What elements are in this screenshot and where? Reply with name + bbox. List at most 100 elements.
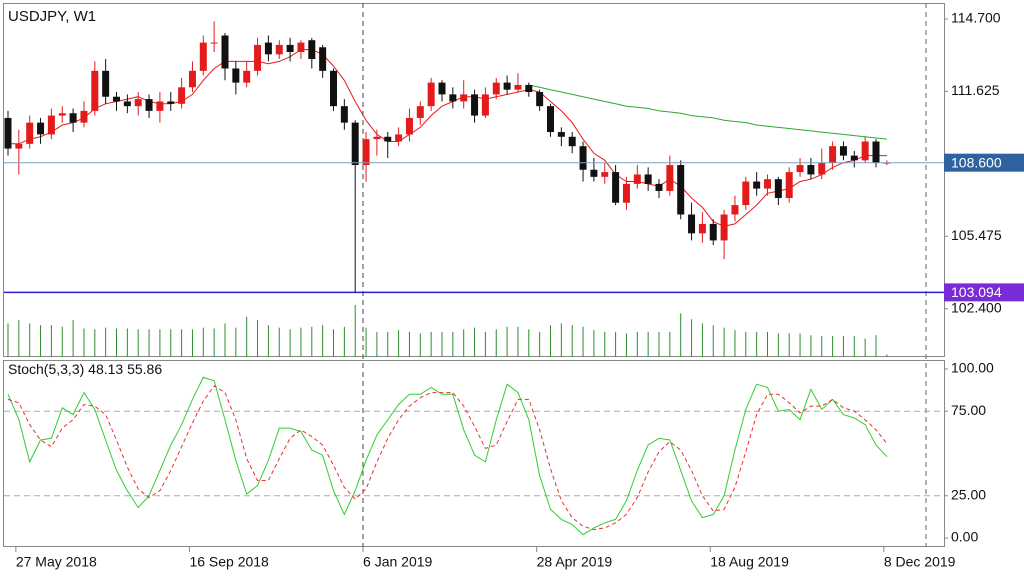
candle-body xyxy=(254,44,262,71)
candle-body xyxy=(818,162,826,175)
volume-bar xyxy=(419,333,421,357)
level-box xyxy=(944,283,1024,302)
candle-body xyxy=(536,92,544,107)
volume-bar xyxy=(148,329,150,357)
candle-body xyxy=(340,106,348,123)
stoch-line xyxy=(7,385,888,531)
candle-body xyxy=(742,181,750,206)
volume-bar xyxy=(398,330,400,357)
volume-bar xyxy=(365,327,367,357)
volume-bar xyxy=(625,333,627,357)
volume-bar xyxy=(701,323,703,357)
volume-bar xyxy=(83,328,85,357)
x-tick-label: 16 Sep 2018 xyxy=(189,554,269,570)
volume-bar xyxy=(506,326,508,357)
volume-bar xyxy=(311,326,313,357)
volume-bar xyxy=(94,329,96,357)
volume-bar xyxy=(495,329,497,357)
candle-body xyxy=(80,110,88,123)
candle-body xyxy=(460,94,468,102)
volume-bar xyxy=(376,331,378,357)
candle-body xyxy=(839,146,847,156)
candle-body xyxy=(286,44,294,52)
volume-bar xyxy=(235,327,237,357)
candle-body xyxy=(557,132,565,137)
candle-body xyxy=(481,94,489,116)
candle-body xyxy=(785,172,793,199)
x-tick-label: 6 Jan 2019 xyxy=(363,554,432,570)
volume-bar xyxy=(387,331,389,357)
volume-bar xyxy=(430,331,432,357)
volume-bar xyxy=(582,326,584,357)
candle-body xyxy=(373,136,381,140)
volume-bar xyxy=(756,331,758,357)
volume-bar xyxy=(691,319,693,357)
volume-bar xyxy=(213,328,215,357)
volume-bar xyxy=(550,325,551,357)
volume-bar xyxy=(615,331,617,357)
volume-bar xyxy=(886,354,888,357)
volume-bar xyxy=(441,331,443,357)
candle-body xyxy=(525,84,533,93)
volume-bar xyxy=(864,338,866,357)
volume-bar xyxy=(246,316,248,357)
candle-body xyxy=(872,141,880,163)
candle-body xyxy=(471,94,479,116)
candle-body xyxy=(666,165,674,191)
candle-body xyxy=(319,47,327,71)
volume-bar xyxy=(278,327,280,357)
volume-bar xyxy=(832,336,834,357)
y-tick-label: 105.475 xyxy=(951,227,1002,243)
candle-body xyxy=(796,165,804,173)
candle-body xyxy=(167,101,175,104)
candle-body xyxy=(829,146,837,163)
candle-body xyxy=(330,70,337,107)
candle-body xyxy=(308,40,316,60)
candle-body xyxy=(264,42,272,55)
volume-bar xyxy=(126,328,128,357)
x-tick-label: 18 Aug 2019 xyxy=(710,554,789,570)
volume-bar xyxy=(539,331,541,357)
level-label: 103.094 xyxy=(951,284,1002,300)
candle-body xyxy=(655,183,663,191)
y-tick-label: 25.00 xyxy=(951,486,986,502)
candle-body xyxy=(633,174,641,184)
candle-body xyxy=(612,172,620,203)
volume-bar xyxy=(137,329,139,357)
volume-bar xyxy=(289,329,291,357)
x-tick-label: 28 Apr 2019 xyxy=(537,554,613,570)
candle-body xyxy=(861,141,869,161)
candle-body xyxy=(514,84,522,90)
volume-bar xyxy=(257,320,259,357)
candle-body xyxy=(69,113,77,123)
volume-bar xyxy=(593,330,595,357)
volume-bar xyxy=(853,336,855,357)
volume-bar xyxy=(658,331,660,357)
volume-bar xyxy=(333,329,334,357)
volume-bar xyxy=(474,327,476,357)
volume-bar xyxy=(799,333,801,357)
candle-body xyxy=(449,94,457,102)
volume-bar xyxy=(170,329,172,357)
volume-bar xyxy=(343,326,345,357)
candle-body xyxy=(547,106,554,133)
y-tick-label: 114.700 xyxy=(951,10,1001,26)
candle-body xyxy=(395,134,403,142)
volume-bar xyxy=(636,331,638,357)
volume-bar xyxy=(571,325,573,357)
volume-bar xyxy=(202,327,204,357)
volume-bar xyxy=(745,331,747,357)
volume-bar xyxy=(29,323,31,357)
candle-body xyxy=(590,169,598,177)
candle-body xyxy=(753,181,761,189)
candle-body xyxy=(156,101,164,111)
volume-bar xyxy=(680,313,682,357)
volume-bar xyxy=(875,335,877,357)
candle-body xyxy=(644,174,652,184)
candle-body xyxy=(232,68,240,83)
volume-bar xyxy=(105,327,107,357)
candle-body xyxy=(362,139,370,166)
volume-bar xyxy=(669,331,671,357)
